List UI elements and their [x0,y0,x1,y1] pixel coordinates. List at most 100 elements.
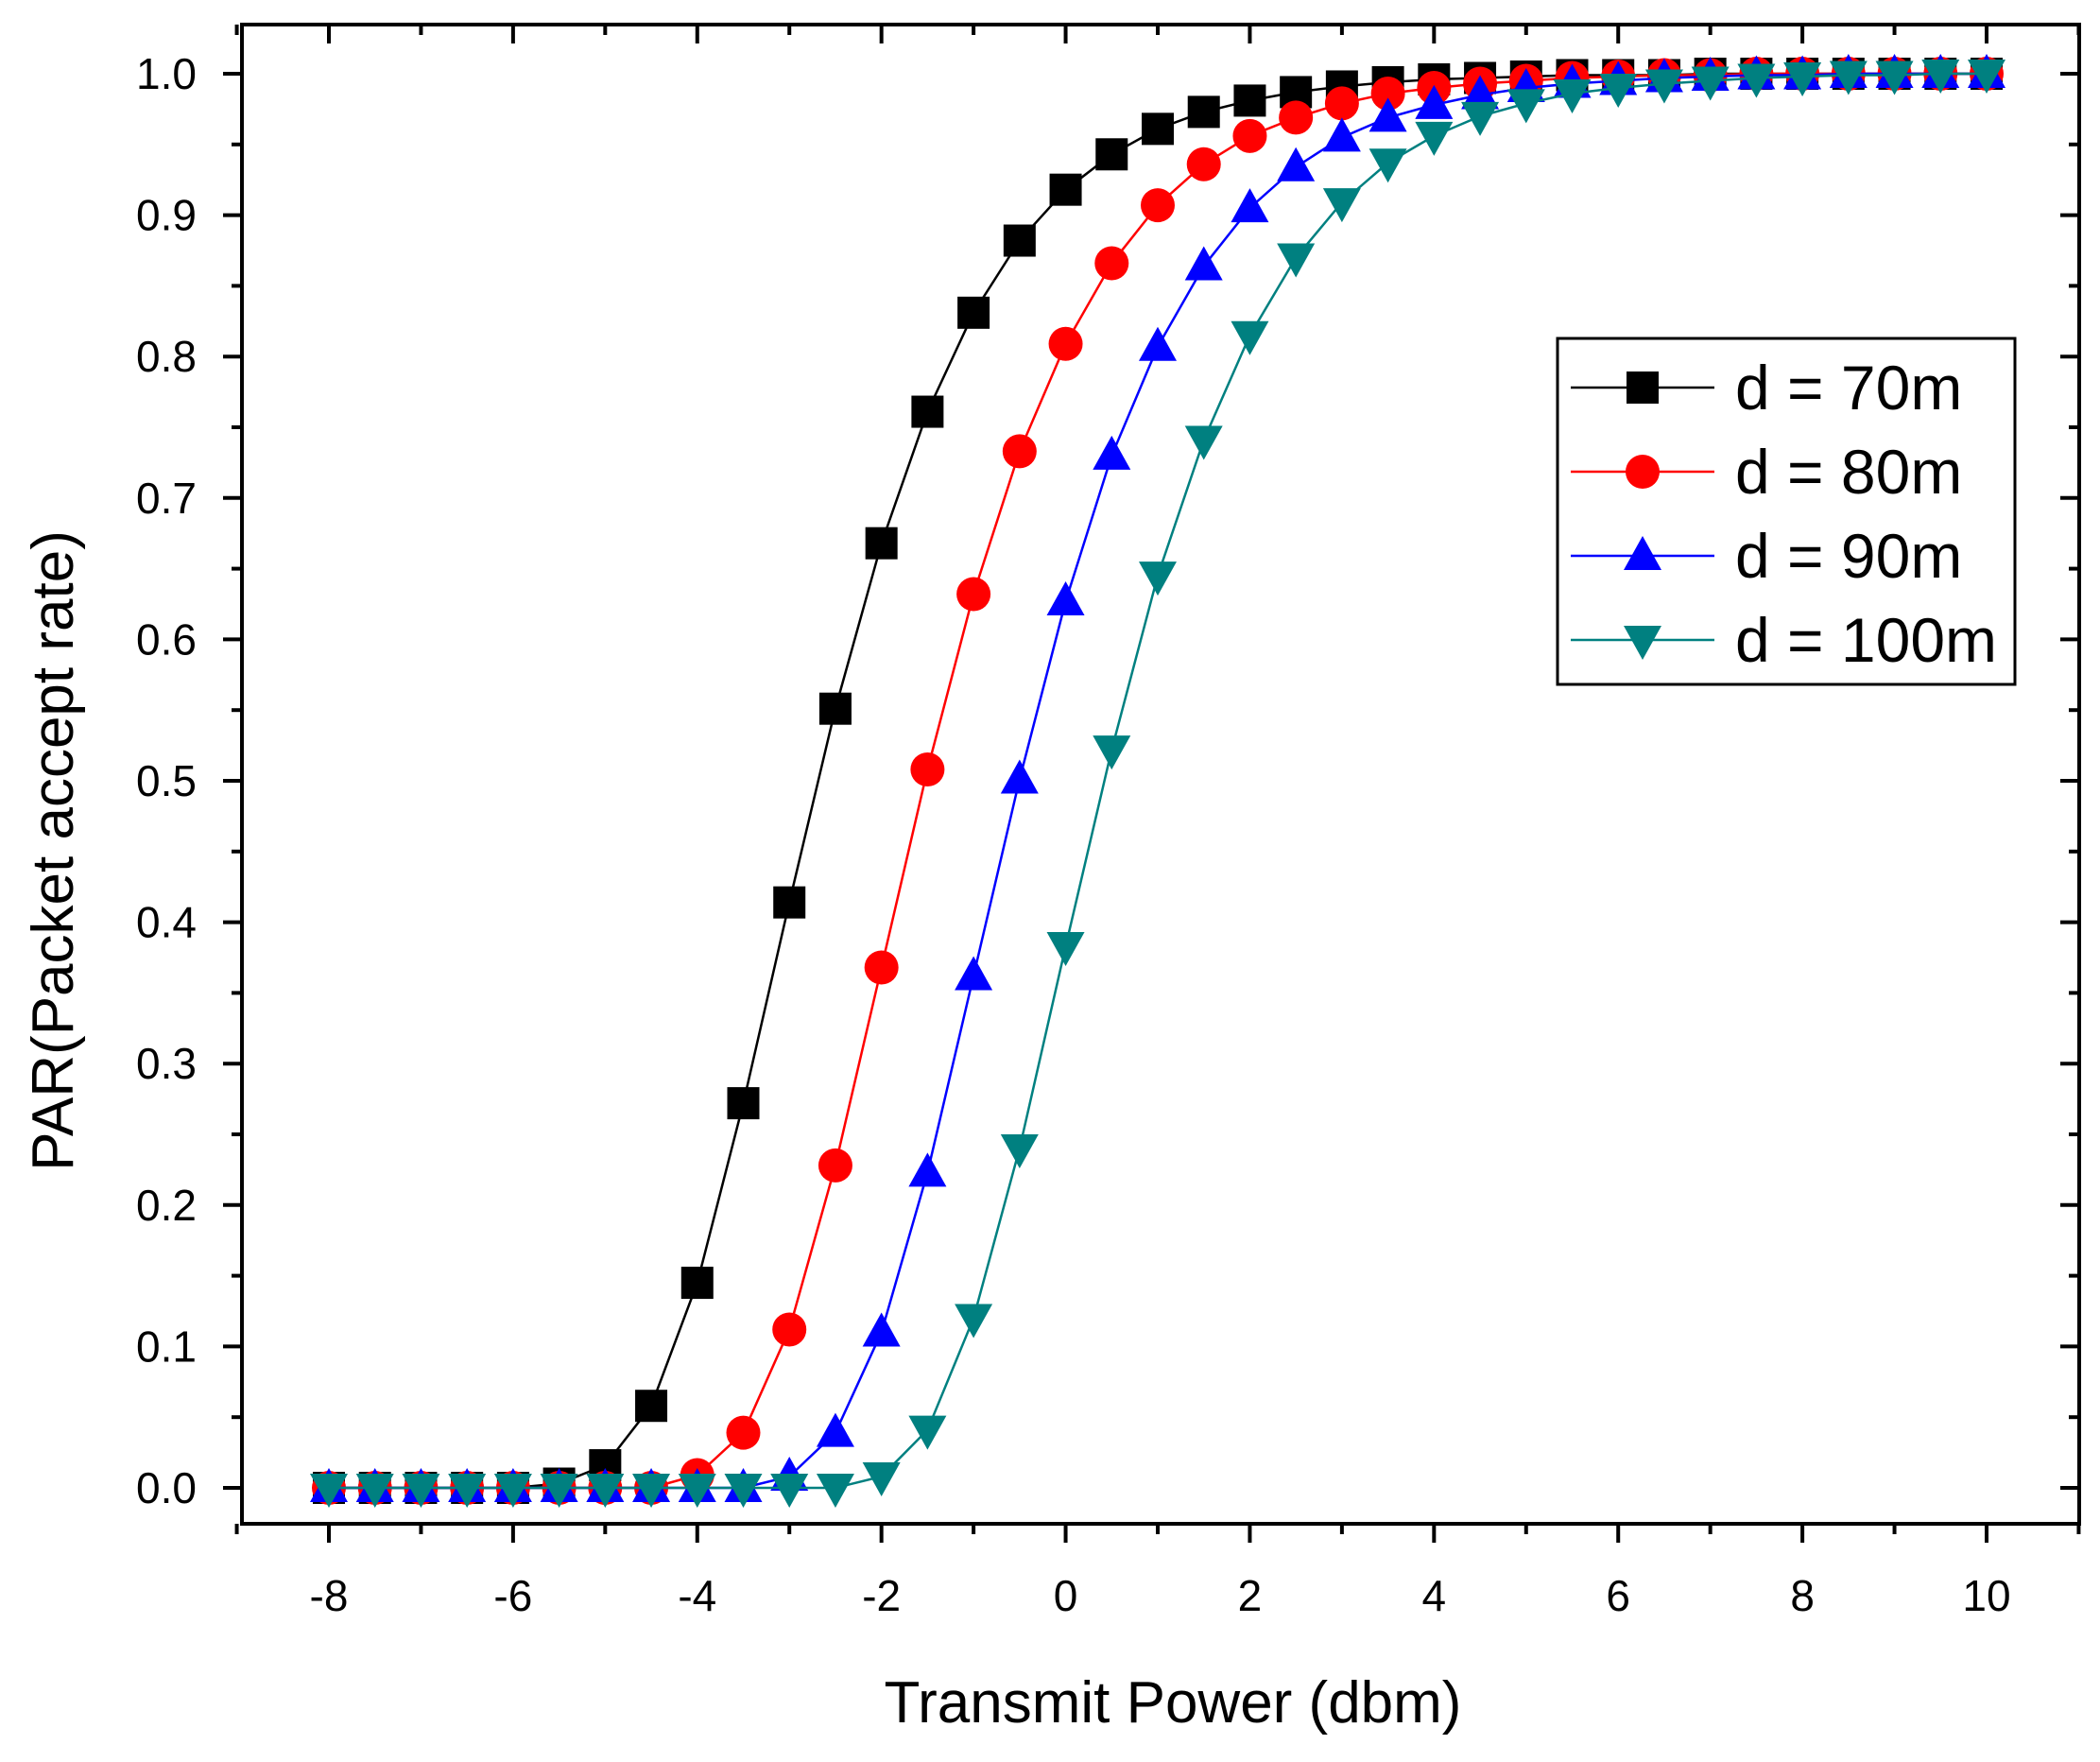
data-point-marker [1000,759,1039,794]
legend-marker [1627,371,1659,404]
data-point-marker [1921,60,1960,94]
x-tick-label: -4 [678,1571,716,1620]
data-point-marker [1415,121,1454,156]
series-line [329,72,1987,1490]
data-point-marker [1094,246,1129,281]
data-point-marker [1095,138,1128,171]
data-point-marker [816,1412,854,1447]
y-tick-label: 1.0 [136,49,197,98]
data-point-marker [1139,561,1177,596]
x-tick-label: 10 [1962,1571,2010,1620]
data-point-marker [1049,173,1082,206]
data-point-marker [1184,425,1223,460]
data-point-marker [680,1267,714,1300]
data-point-marker [1461,101,1500,136]
series-4 [310,60,2005,1508]
series-line [329,72,1987,1490]
data-point-marker [955,1304,993,1339]
x-tick-label: -2 [862,1571,901,1620]
y-tick-label: 0.8 [136,332,197,381]
data-point-marker [1691,66,1730,101]
x-axis-title: Transmit Power (dbm) [885,1670,1462,1736]
data-point-marker [1233,84,1266,117]
series-1 [313,58,2003,1504]
legend-marker [1624,626,1661,660]
data-point-marker [402,1474,440,1508]
data-point-marker [1093,735,1131,770]
y-tick-label: 0.9 [136,191,197,240]
data-point-marker [864,950,899,985]
x-tick-label: 4 [1422,1571,1447,1620]
y-tick-label: 0.3 [136,1039,197,1088]
data-point-marker [540,1474,578,1508]
data-point-marker [908,1415,947,1450]
data-point-marker [818,692,852,725]
data-point-marker [1644,69,1683,104]
data-point-marker [1415,84,1454,119]
data-point-marker [1599,73,1638,108]
x-tick-label: 2 [1238,1571,1263,1620]
axis-ticks [223,25,2081,1543]
data-point-marker [1231,320,1269,355]
series-3 [310,54,2005,1502]
y-tick-label: 0.1 [136,1322,197,1371]
x-tick-label: -6 [493,1571,532,1620]
legend-label: d = 90m [1735,521,1962,591]
data-point-marker [727,1087,760,1120]
data-point-marker [1139,326,1177,361]
data-point-marker [1553,78,1592,113]
series-2 [312,57,2004,1505]
x-tick-label: 6 [1606,1571,1630,1620]
data-point-marker [1184,246,1223,281]
data-point-marker [770,1474,809,1508]
data-point-marker [1968,60,2005,94]
y-tick-label: 0.4 [136,898,197,947]
data-point-marker [910,752,945,787]
y-tick-label: 0.7 [136,474,197,523]
data-series [310,54,2005,1508]
y-tick-label: 0.0 [136,1463,197,1512]
data-point-marker [773,886,806,919]
data-point-marker [1231,188,1269,223]
data-point-marker [1187,95,1220,129]
x-tick-label: -8 [310,1571,349,1620]
data-point-marker [493,1474,532,1508]
data-point-marker [1277,147,1316,181]
data-point-marker [1142,112,1174,146]
data-point-marker [1000,1133,1039,1168]
axis-tick-labels: -8 -6 -4 -2 0 2 4 6 8 10 0.0 0.1 0.2 0.3 0.4 0.5 0.6 0.7 0… [136,49,2011,1620]
data-point-marker [865,527,898,560]
y-axis-title: PAR(Packet accept rate) [21,530,86,1171]
data-point-marker [635,1390,668,1423]
data-point-marker [911,395,944,428]
data-point-marker [955,956,993,991]
data-point-marker [1322,188,1361,223]
data-point-marker [1002,434,1037,469]
data-point-marker [724,1474,763,1508]
data-point-marker [310,1474,348,1508]
data-point-marker [1461,75,1500,110]
data-point-marker [1875,60,1914,95]
data-point-marker [1368,148,1407,183]
data-point-marker [1506,89,1545,124]
data-point-marker [726,1415,761,1450]
y-tick-label: 0.6 [136,614,197,664]
data-point-marker [816,1474,854,1508]
data-point-marker [1829,60,1868,95]
data-point-marker [862,1312,901,1347]
plot-area-frame [240,23,2081,1526]
data-point-marker [1783,61,1822,96]
data-point-marker [1277,243,1316,278]
data-point-marker [678,1474,716,1508]
x-tick-label: 8 [1790,1571,1815,1620]
x-tick-label: 0 [1054,1571,1078,1620]
legend-marker [1624,536,1661,570]
data-point-marker [772,1312,807,1347]
data-point-marker [1737,63,1776,98]
data-point-marker [448,1474,487,1508]
data-point-marker [1046,932,1085,967]
legend-label: d = 80m [1735,437,1962,507]
data-point-marker [1322,117,1361,152]
data-point-marker [1324,86,1359,121]
